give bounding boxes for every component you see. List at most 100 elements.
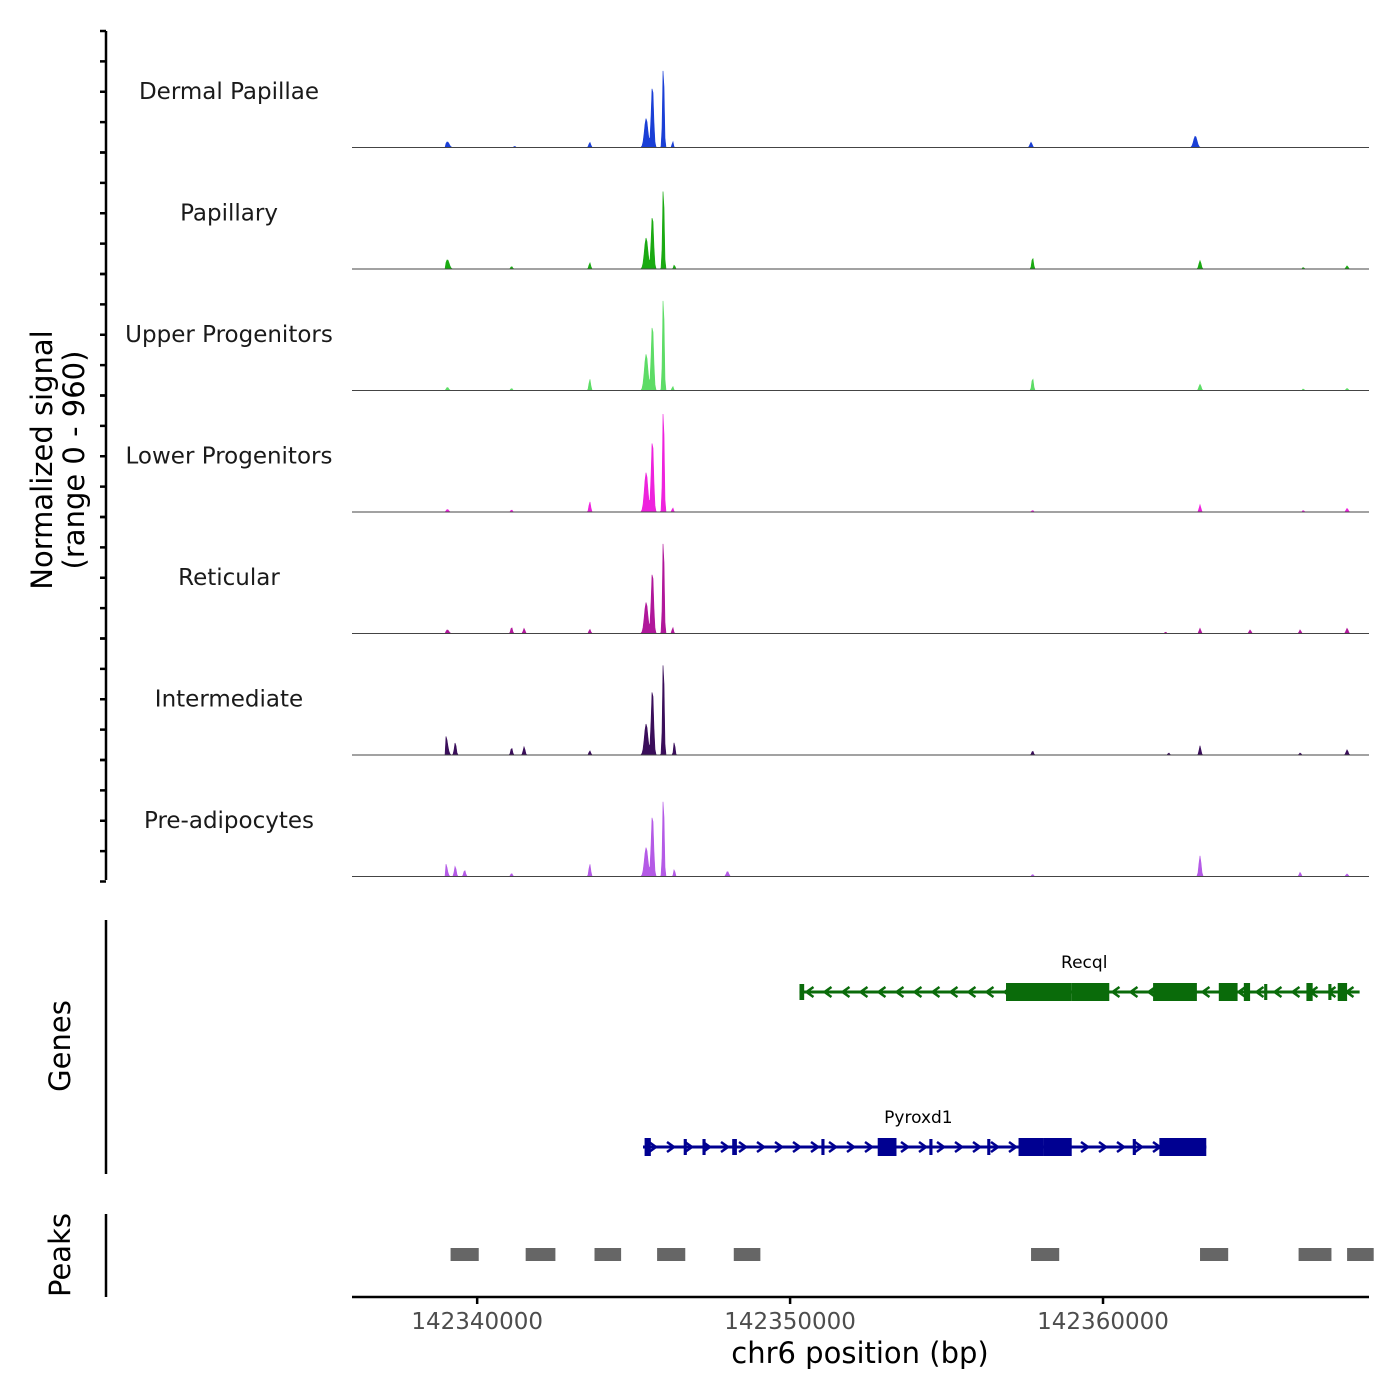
- strand-arrow: [804, 985, 815, 999]
- strand-arrow: [1080, 1140, 1091, 1154]
- exon: [821, 1139, 825, 1155]
- signal-area: [352, 413, 1369, 513]
- exon: [987, 1139, 991, 1155]
- exon: [644, 1138, 651, 1156]
- exon: [1043, 1138, 1072, 1156]
- strand-arrow: [918, 1140, 929, 1154]
- strand-arrow: [1008, 1140, 1019, 1154]
- strand-arrow: [846, 1140, 857, 1154]
- peak-region: [1031, 1248, 1060, 1261]
- peak-region: [450, 1248, 479, 1261]
- x-axis: 142340000 142350000 142360000: [352, 1295, 1369, 1335]
- strand-arrow: [666, 1140, 677, 1154]
- strand-arrow: [876, 985, 887, 999]
- strand-arrow: [954, 1140, 965, 1154]
- strand-arrow: [948, 985, 959, 999]
- peak-region: [1298, 1248, 1332, 1261]
- exon: [1328, 984, 1332, 1000]
- strand-arrow: [864, 1140, 875, 1154]
- track-1: Papillary: [180, 191, 1369, 270]
- peak-region: [733, 1248, 761, 1261]
- y-axis-title: Normalized signal: [25, 330, 59, 589]
- signal-area: [352, 70, 1369, 148]
- exon: [929, 1139, 933, 1155]
- exon: [1218, 983, 1238, 1001]
- signal-y-axis: [100, 29, 108, 883]
- genes-panel: Recql Pyroxd1: [104, 920, 1360, 1174]
- peaks-panel-title: Peaks: [43, 1213, 77, 1297]
- strand-arrow: [984, 985, 995, 999]
- signal-area: [352, 801, 1369, 877]
- strand-arrow: [648, 1140, 659, 1154]
- exon: [1159, 1138, 1207, 1156]
- x-axis-title: chr6 position (bp): [731, 1336, 988, 1370]
- track-label: Lower Progenitors: [126, 444, 333, 470]
- strand-arrow: [1236, 985, 1247, 999]
- track-4: Reticular: [178, 543, 1369, 634]
- strand-arrow: [810, 1140, 821, 1154]
- exon: [1018, 1138, 1044, 1156]
- x-tick-label: 142360000: [1037, 1309, 1169, 1335]
- exon: [702, 1139, 706, 1155]
- track-label: Reticular: [178, 565, 280, 591]
- strand-arrow: [930, 985, 941, 999]
- track-label: Pre-adipocytes: [144, 808, 314, 834]
- strand-arrow: [894, 985, 905, 999]
- strand-arrow: [756, 1140, 767, 1154]
- peak-region: [1200, 1248, 1229, 1261]
- track-label: Papillary: [180, 201, 278, 227]
- exon: [1264, 984, 1268, 1000]
- peak-region: [525, 1248, 556, 1261]
- strand-arrow: [990, 1140, 1001, 1154]
- strand-arrow: [1134, 1140, 1145, 1154]
- signal-area: [352, 665, 1369, 756]
- exon: [1153, 983, 1197, 1001]
- strand-arrow: [966, 985, 977, 999]
- track-6: Pre-adipocytes: [144, 801, 1369, 877]
- strand-arrow: [828, 1140, 839, 1154]
- exon: [877, 1138, 897, 1156]
- track-2: Upper Progenitors: [125, 300, 1369, 391]
- peaks-panel: [104, 1214, 1374, 1297]
- strand-arrow: [858, 985, 869, 999]
- track-label: Dermal Papillae: [139, 79, 319, 105]
- signal-area: [352, 300, 1369, 391]
- gene-pyroxd1: Pyroxd1: [643, 1108, 1207, 1156]
- strand-arrow: [1116, 1140, 1127, 1154]
- strand-arrow: [1272, 985, 1283, 999]
- exon: [732, 1139, 737, 1155]
- exon: [1243, 983, 1251, 1001]
- x-tick-label: 142350000: [724, 1309, 856, 1335]
- exon: [799, 984, 805, 1000]
- exon: [1006, 983, 1072, 1001]
- strand-arrow: [684, 1140, 695, 1154]
- track-0: Dermal Papillae: [139, 70, 1369, 148]
- track-label: Intermediate: [155, 687, 303, 713]
- genes-panel-title: Genes: [43, 1000, 77, 1092]
- exon: [1132, 1139, 1136, 1155]
- strand-arrow: [1098, 1140, 1109, 1154]
- peak-region: [594, 1248, 622, 1261]
- track-5: Intermediate: [155, 665, 1369, 756]
- gene-recql: Recql: [799, 953, 1360, 1001]
- strand-arrow: [1110, 985, 1121, 999]
- x-tick-label: 142340000: [411, 1309, 543, 1335]
- track-label: Upper Progenitors: [125, 322, 333, 348]
- peak-region: [1347, 1248, 1374, 1261]
- track-3: Lower Progenitors: [126, 413, 1369, 513]
- strand-arrow: [1290, 985, 1301, 999]
- signal-area: [352, 543, 1369, 634]
- strand-arrow: [912, 985, 923, 999]
- strand-arrow: [972, 1140, 983, 1154]
- strand-arrow: [1200, 985, 1211, 999]
- strand-arrow: [774, 1140, 785, 1154]
- strand-arrow: [1254, 985, 1265, 999]
- signal-area: [352, 191, 1369, 270]
- exon: [1306, 983, 1313, 1001]
- gene-name: Recql: [1061, 953, 1107, 973]
- y-axis-subtitle: (range 0 - 960): [57, 351, 91, 570]
- peak-region: [657, 1248, 686, 1261]
- strand-arrow: [822, 985, 833, 999]
- coverage-tracks: Dermal Papillae Papillary Upper Progenitor…: [125, 70, 1369, 877]
- strand-arrow: [900, 1140, 911, 1154]
